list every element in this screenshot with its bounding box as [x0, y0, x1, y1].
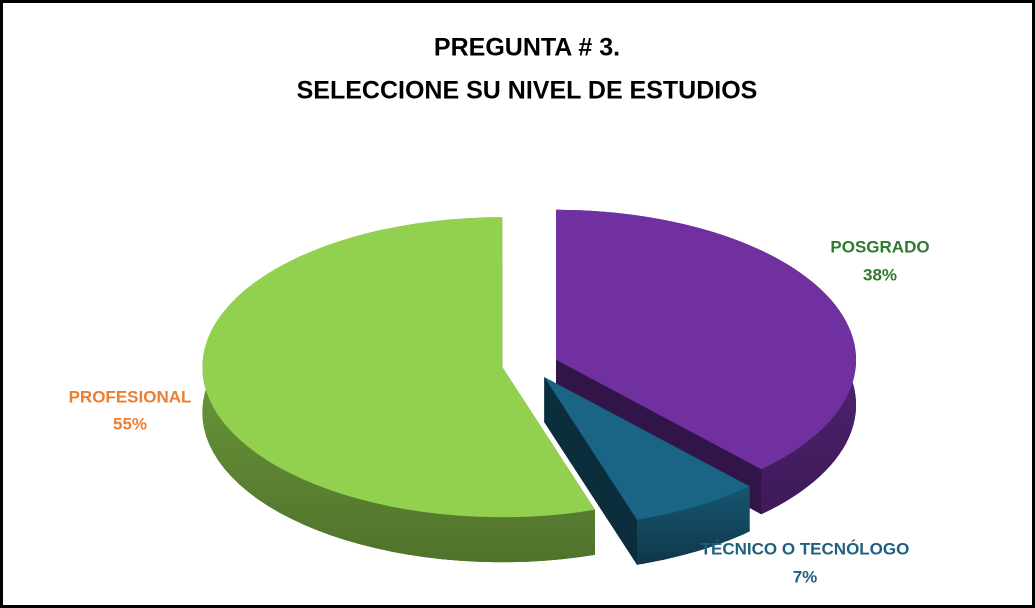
slice-label: POSGRADO: [830, 237, 929, 256]
slice: [544, 377, 750, 565]
slice-rim-shade: [637, 486, 750, 565]
slice-label: PROFESIONAL: [69, 387, 192, 406]
slice-rim-shade: [202, 217, 595, 563]
slice-top: [544, 377, 750, 520]
slice: [202, 217, 595, 563]
slice: [556, 209, 856, 515]
slice-top: [556, 209, 856, 470]
slice-face-shade: [544, 377, 637, 565]
slice-top: [202, 217, 595, 518]
slice-value-label: 38%: [863, 265, 897, 284]
slice-value-label: 7%: [793, 567, 818, 586]
chart-title: PREGUNTA # 3.: [434, 34, 620, 62]
chart-title: SELECCIONE SU NIVEL DE ESTUDIOS: [297, 77, 758, 105]
slice-value-label: 55%: [113, 414, 147, 433]
slice-label: TÉCNICO O TECNÓLOGO: [701, 539, 910, 558]
